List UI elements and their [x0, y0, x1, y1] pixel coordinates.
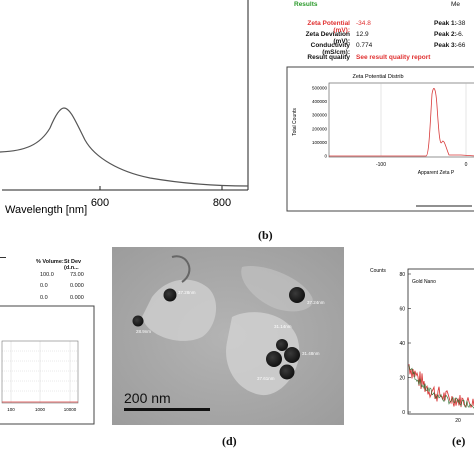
uvvis-x-label: Wavelength [nm] — [5, 204, 87, 216]
particle-size-label: 37.61nm — [257, 376, 275, 381]
zeta-y-tick-label: 200000 — [312, 126, 328, 131]
zeta-distribution-line — [329, 88, 474, 157]
dls-table-stub — [0, 257, 6, 258]
zeta-row-label: Conductivity (mS/cm): — [310, 42, 350, 56]
xrd-x-tick: 20 — [455, 418, 461, 424]
zeta-x-tick: -100 — [376, 162, 386, 168]
xrd-y-tick-label: 80 — [399, 272, 405, 278]
dls-cell: 0.000 — [70, 283, 84, 289]
results-heading: Results — [294, 1, 318, 8]
zeta-y-tick-label: 100000 — [312, 140, 328, 145]
tem-fiber — [171, 255, 191, 283]
dls-x-tick: 1000 — [35, 407, 46, 412]
zeta-y-label: Total Counts — [292, 108, 298, 136]
particle-size-label: 37.28nm — [178, 290, 196, 295]
uvvis-panel: 600 800 Wavelength [nm] — [0, 0, 249, 216]
zeta-chart-frame — [286, 66, 474, 212]
zeta-panel: Results Me Zeta Potential (mV): -34.8 Pe… — [294, 0, 474, 220]
scale-bar — [124, 408, 210, 411]
dls-header: St Dev (d.n... — [64, 259, 82, 271]
xrd-fit-line — [408, 365, 474, 409]
dls-panel: % Volume: St Dev (d.n... 100.0 73.00 0.0… — [0, 253, 95, 423]
dls-cell: 0.0 — [40, 295, 48, 301]
xrd-legend: Gold Nano — [412, 279, 436, 285]
zeta-chart-title: Zeta Potential Distrib — [352, 74, 403, 80]
nanoparticle — [266, 351, 282, 367]
zeta-peak-label: Peak 1: — [434, 20, 457, 27]
dls-cell: 100.0 — [40, 272, 54, 278]
xrd-y-tick-label: 0 — [402, 410, 405, 416]
xrd-counts-label: Counts — [370, 268, 386, 274]
nanoparticle — [279, 364, 295, 380]
tem-image: 37.28nm 28.9nm 37.24nm 31.14nm 31.48nm 3… — [112, 247, 344, 425]
zeta-x-tick: 0 — [465, 162, 468, 168]
zeta-plot-area — [328, 82, 474, 158]
dls-cell: 73.00 — [70, 272, 84, 278]
nanoparticle — [284, 347, 300, 363]
zeta-peak-value: -6. — [456, 31, 464, 38]
zeta-header-right: Me — [451, 1, 461, 8]
zeta-row-value: 0.774 — [356, 42, 373, 49]
zeta-peak-label: Peak 2: — [434, 31, 457, 38]
zeta-peak-label: Peak 3: — [434, 42, 457, 49]
zeta-peak-value: -38 — [456, 20, 466, 27]
zeta-x-label: Apparent Zeta P — [418, 170, 455, 176]
uvvis-spectrum-line — [0, 107, 249, 187]
dls-header: % Volume: — [36, 259, 64, 265]
dls-chart: 100 1000 10000 — [0, 305, 95, 425]
zeta-y-tick-label: 400000 — [312, 99, 328, 104]
zeta-y-ticks: 500000 400000 300000 200000 100000 0 — [312, 83, 467, 159]
panel-label-e: (e) — [452, 434, 466, 448]
xrd-chart: Counts 80 60 40 20 0 Gold Nano 20 — [370, 268, 474, 424]
dls-chart-frame — [0, 305, 95, 425]
nanoparticle — [163, 288, 177, 302]
xrd-y-tick-label: 40 — [399, 341, 405, 347]
result-quality-link[interactable]: See result quality report — [356, 54, 431, 61]
scale-bar-label: 200 nm — [124, 390, 171, 406]
dls-plot-area — [1, 340, 79, 404]
zeta-y-tick-label: 300000 — [312, 113, 328, 118]
xrd-y-tick-label: 20 — [399, 375, 405, 381]
xrd-y-ticks: 80 60 40 20 0 — [399, 272, 411, 416]
nanoparticle — [132, 315, 144, 327]
uvvis-tick-label: 800 — [213, 197, 231, 209]
dls-grid — [2, 341, 78, 403]
zeta-y-tick-label: 0 — [324, 154, 327, 159]
tem-matrix-blob — [142, 279, 217, 341]
uvvis-tick-label: 600 — [91, 197, 109, 209]
particle-size-label: 31.48nm — [302, 351, 320, 356]
dls-cell: 0.000 — [70, 295, 84, 301]
particle-size-label: 37.24nm — [307, 300, 325, 305]
xrd-plot-area — [407, 268, 474, 415]
tem-background — [112, 247, 344, 425]
zeta-row-value: 12.9 — [356, 31, 369, 38]
zeta-row-label: Zeta Potential (mV): — [307, 20, 350, 34]
nanoparticle — [276, 339, 288, 351]
panel-label-d: (d) — [222, 434, 237, 448]
zeta-row-value: -34.8 — [356, 20, 371, 27]
zeta-peak-value: -66 — [456, 42, 466, 49]
nanoparticle — [289, 287, 305, 303]
result-quality-label: Result quality — [307, 54, 350, 61]
xrd-y-tick-label: 60 — [399, 306, 405, 312]
dls-cell: 0.0 — [40, 283, 48, 289]
zeta-chart: Zeta Potential Distrib 500000 400000 30000… — [286, 66, 474, 212]
particle-size-label: 28.9nm — [136, 329, 151, 334]
dls-x-tick: 100 — [7, 407, 15, 412]
zeta-y-tick-label: 500000 — [312, 86, 328, 91]
particle-size-label: 31.14nm — [274, 324, 292, 329]
panel-label-b: (b) — [258, 228, 273, 242]
zeta-row-label: Zeta Deviation (mV): — [305, 31, 350, 45]
dls-x-tick: 10000 — [64, 407, 77, 412]
